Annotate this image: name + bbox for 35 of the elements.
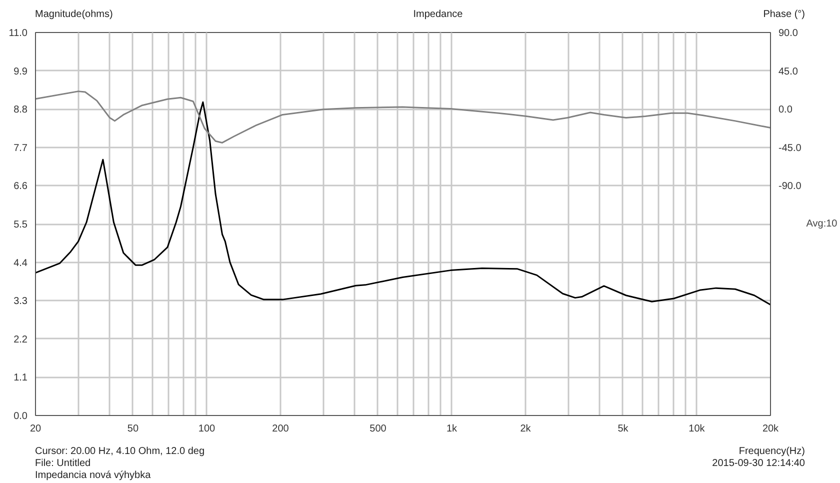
- text: Cursor: 20.00 Hz, 4.10 Ohm, 12.0 deg: [35, 446, 205, 458]
- x-axis-title: Frequency(Hz): [738, 446, 805, 458]
- text: File: Untitled: [35, 458, 92, 470]
- x-tick-label: 1k: [446, 424, 458, 434]
- y2-axis-title: Phase (°): [763, 9, 805, 21]
- y-tick-label: 5.5: [14, 220, 28, 230]
- x-tick-label: 2k: [520, 424, 532, 434]
- y-tick-label: 3.3: [14, 296, 28, 308]
- y-tick-label: 6.6: [14, 181, 28, 192]
- y-tick-label: 0.0: [14, 411, 28, 422]
- x-tick-label: 20: [30, 424, 42, 434]
- chart-title: Impedance: [413, 9, 463, 21]
- x-tick-label: 50: [127, 424, 139, 434]
- y2-tick-label: -90.0: [778, 181, 802, 192]
- x-tick-label: 500: [370, 424, 387, 434]
- y2-tick-label: 45.0: [778, 66, 798, 78]
- x-tick-label: 100: [198, 424, 216, 434]
- text: 2015-09-30 12:14:40: [712, 458, 805, 470]
- x-tick-label: 5k: [618, 424, 630, 434]
- y2-tick-label: -45.0: [778, 142, 802, 154]
- text: Impedancia nová výhybka: [35, 470, 152, 482]
- x-tick-label: 200: [272, 424, 290, 434]
- y-tick-label: 9.9: [14, 66, 28, 78]
- y-tick-label: 11.0: [8, 28, 28, 39]
- y-tick-label: 1.1: [14, 372, 28, 384]
- y-tick-label: 2.2: [14, 334, 28, 346]
- y-tick-label: 8.8: [14, 104, 28, 116]
- y-tick-label: 7.7: [14, 142, 28, 154]
- x-tick-label: 20k: [762, 424, 780, 434]
- y-axis-title: Magnitude(ohms): [35, 9, 113, 21]
- x-tick-label: 10k: [688, 424, 706, 434]
- y-tick-label: 4.4: [14, 258, 28, 269]
- y2-tick-label: 90.0: [778, 28, 798, 39]
- y2-tick-label: 0.0: [778, 104, 793, 116]
- text: Avg:10: [806, 218, 838, 230]
